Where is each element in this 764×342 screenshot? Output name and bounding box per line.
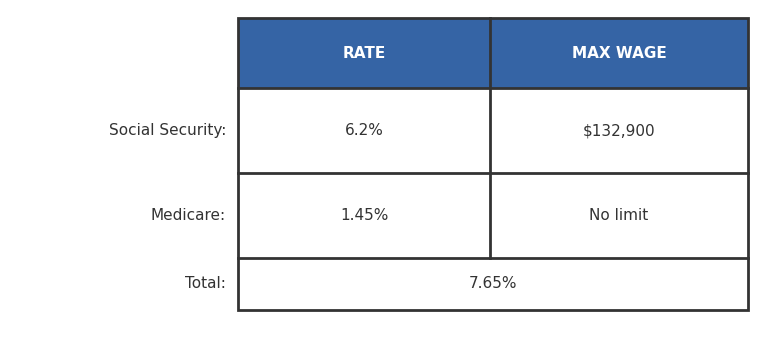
Bar [238,258,748,310]
Text: RATE: RATE [342,45,386,61]
Text: 6.2%: 6.2% [345,123,384,138]
Text: Medicare:: Medicare: [151,208,226,223]
Bar [238,88,490,173]
Text: 7.65%: 7.65% [469,276,517,291]
Text: Total:: Total: [185,276,226,291]
Bar [238,18,748,310]
Bar [490,88,748,173]
Text: Social Security:: Social Security: [108,123,226,138]
Bar [238,173,490,258]
Text: No limit: No limit [589,208,649,223]
Text: 1.45%: 1.45% [340,208,388,223]
Text: $132,900: $132,900 [583,123,656,138]
Text: MAX WAGE: MAX WAGE [571,45,666,61]
Bar [238,18,748,88]
Bar [490,173,748,258]
